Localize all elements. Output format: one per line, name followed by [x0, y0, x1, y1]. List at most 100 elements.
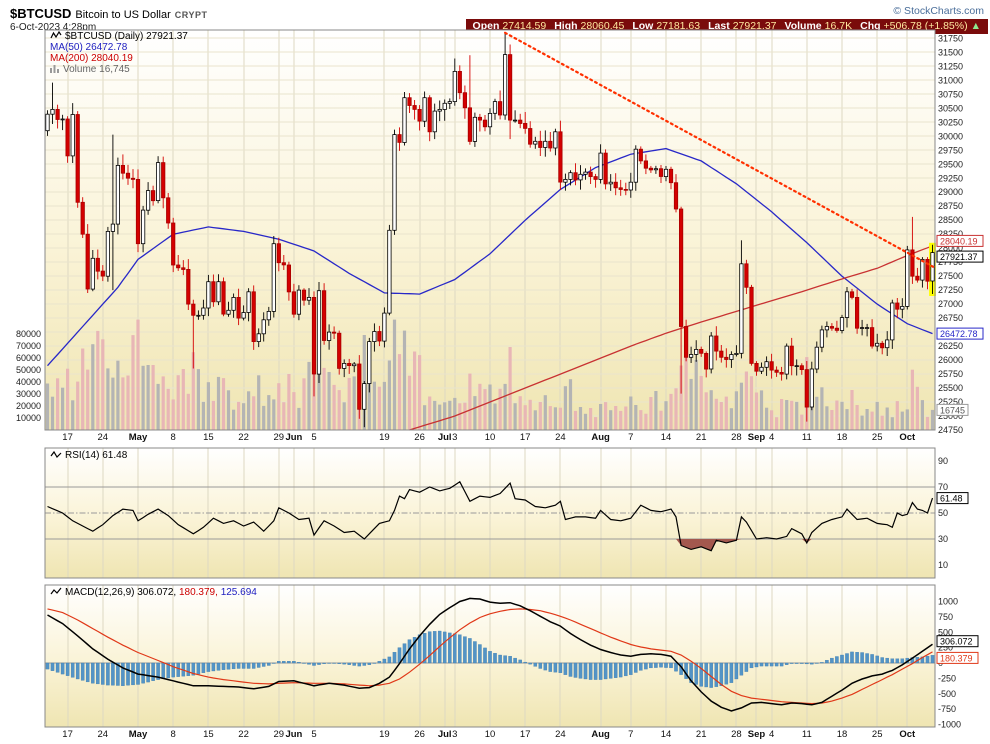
svg-text:25000: 25000 — [938, 411, 963, 421]
svg-text:24: 24 — [98, 432, 109, 443]
rsi-indicator-icon — [50, 450, 62, 462]
svg-text:7: 7 — [628, 729, 633, 740]
svg-text:31000: 31000 — [938, 75, 963, 85]
svg-text:27000: 27000 — [938, 299, 963, 309]
svg-text:Jun: Jun — [285, 432, 302, 443]
svg-text:Sep: Sep — [748, 432, 766, 443]
ma50-line — [47, 147, 933, 367]
macd-signal-value: 180.379, — [178, 587, 218, 598]
svg-text:60000: 60000 — [16, 353, 41, 363]
svg-text:4: 4 — [769, 432, 774, 443]
svg-text:28750: 28750 — [938, 201, 963, 211]
axis-value-box — [936, 492, 969, 505]
svg-text:40000: 40000 — [16, 377, 41, 387]
svg-text:-500: -500 — [938, 689, 956, 699]
svg-text:80000: 80000 — [16, 329, 41, 339]
svg-text:28500: 28500 — [938, 215, 963, 225]
rsi-line — [47, 480, 934, 552]
exchange-label: CRYPT — [174, 10, 208, 20]
svg-text:10: 10 — [938, 560, 948, 570]
svg-text:30: 30 — [938, 534, 948, 544]
svg-text:30000: 30000 — [16, 389, 41, 399]
svg-text:17: 17 — [62, 432, 73, 443]
price-panel-legend: $BTCUSD (Daily) 27921.37 MA(50) 26472.78… — [50, 30, 188, 75]
svg-text:22: 22 — [238, 729, 249, 740]
price-axis-right: 2475025000252502550025750260002625026500… — [938, 33, 963, 435]
svg-text:70: 70 — [938, 482, 948, 492]
svg-text:31750: 31750 — [938, 33, 963, 43]
macd-indicator-icon — [50, 587, 62, 599]
svg-text:30500: 30500 — [938, 103, 963, 113]
chg-label: Chg — [860, 20, 881, 32]
svg-text:Oct: Oct — [899, 432, 916, 443]
svg-text:29250: 29250 — [938, 173, 963, 183]
svg-text:15: 15 — [203, 432, 214, 443]
axis-value-box — [936, 250, 984, 263]
chart-canvas: 2475025000252502550025750260002625026500… — [16, 29, 984, 740]
x-axis-labels: 17 24 May 8 15 22 29 Jun 5 19 26 Jul 3 10 17 24 Aug 7 14 21… — [62, 729, 916, 740]
macd-line — [47, 597, 933, 712]
open-label: Open — [472, 20, 500, 32]
rsi-axis-right: 90 70 50 30 10 — [938, 456, 948, 570]
stockcharts-copyright-link[interactable]: © StockCharts.com — [893, 5, 984, 17]
svg-text:1000: 1000 — [938, 597, 958, 607]
svg-text:25: 25 — [872, 432, 883, 443]
chart-datetime: 6-Oct-2023 4:28pm — [10, 22, 97, 33]
last-label: Last — [708, 20, 730, 32]
panel-border — [44, 584, 936, 728]
svg-text:10: 10 — [485, 432, 496, 443]
svg-text:29000: 29000 — [938, 187, 963, 197]
candles — [45, 32, 936, 428]
svg-text:Oct: Oct — [899, 729, 916, 740]
svg-text:4: 4 — [769, 729, 774, 740]
svg-text:25250: 25250 — [938, 397, 963, 407]
svg-text:18: 18 — [837, 432, 848, 443]
svg-text:May: May — [129, 729, 148, 740]
svg-text:22: 22 — [238, 432, 249, 443]
svg-text:17: 17 — [520, 432, 531, 443]
svg-text:18: 18 — [837, 729, 848, 740]
last-value: 27921.37 — [732, 20, 777, 32]
svg-text:-250: -250 — [938, 673, 956, 683]
downtrend-line — [504, 31, 937, 269]
ma50-legend: MA(50) 26472.78 — [50, 42, 128, 53]
svg-text:26000: 26000 — [938, 355, 963, 365]
svg-text:Jun: Jun — [285, 729, 302, 740]
svg-text:8: 8 — [171, 729, 176, 740]
macd-hist-value: 125.694 — [220, 587, 257, 598]
svg-text:Jul: Jul — [438, 432, 452, 443]
svg-text:31250: 31250 — [938, 61, 963, 71]
chart-title: $BTCUSD Bitcoin to US Dollar CRYPT — [10, 5, 207, 23]
svg-text:19: 19 — [379, 729, 390, 740]
svg-text:10: 10 — [485, 729, 496, 740]
svg-text:306.072: 306.072 — [940, 637, 973, 647]
ma200-line — [409, 245, 933, 431]
svg-text:25750: 25750 — [938, 369, 963, 379]
svg-text:26250: 26250 — [938, 341, 963, 351]
svg-text:14: 14 — [661, 729, 672, 740]
svg-text:8: 8 — [171, 432, 176, 443]
change-up-arrow-icon: ▲ — [970, 20, 981, 32]
svg-text:5: 5 — [311, 432, 316, 443]
svg-text:250: 250 — [938, 643, 953, 653]
rsi-legend-text: RSI(14) 61.48 — [65, 450, 128, 461]
axis-value-box — [936, 403, 969, 416]
chg-value: +506.78 (+1.85%) — [883, 20, 968, 32]
svg-text:26: 26 — [414, 729, 425, 740]
macd-legend-name: MACD(12,26,9) — [65, 587, 135, 598]
low-value: 27181.63 — [656, 20, 701, 32]
low-label: Low — [632, 20, 654, 32]
macd-signal-line — [47, 608, 933, 705]
macd-value: 306.072, — [137, 587, 177, 598]
svg-text:17: 17 — [520, 729, 531, 740]
svg-text:May: May — [129, 432, 148, 443]
svg-text:500: 500 — [938, 627, 953, 637]
svg-text:29: 29 — [274, 432, 285, 443]
svg-text:7: 7 — [628, 432, 633, 443]
svg-text:30750: 30750 — [938, 89, 963, 99]
svg-text:750: 750 — [938, 612, 953, 622]
volume-value: 16.7K — [824, 20, 853, 32]
panel-border — [44, 447, 936, 579]
macd-histogram — [45, 630, 935, 688]
svg-text:30000: 30000 — [938, 131, 963, 141]
